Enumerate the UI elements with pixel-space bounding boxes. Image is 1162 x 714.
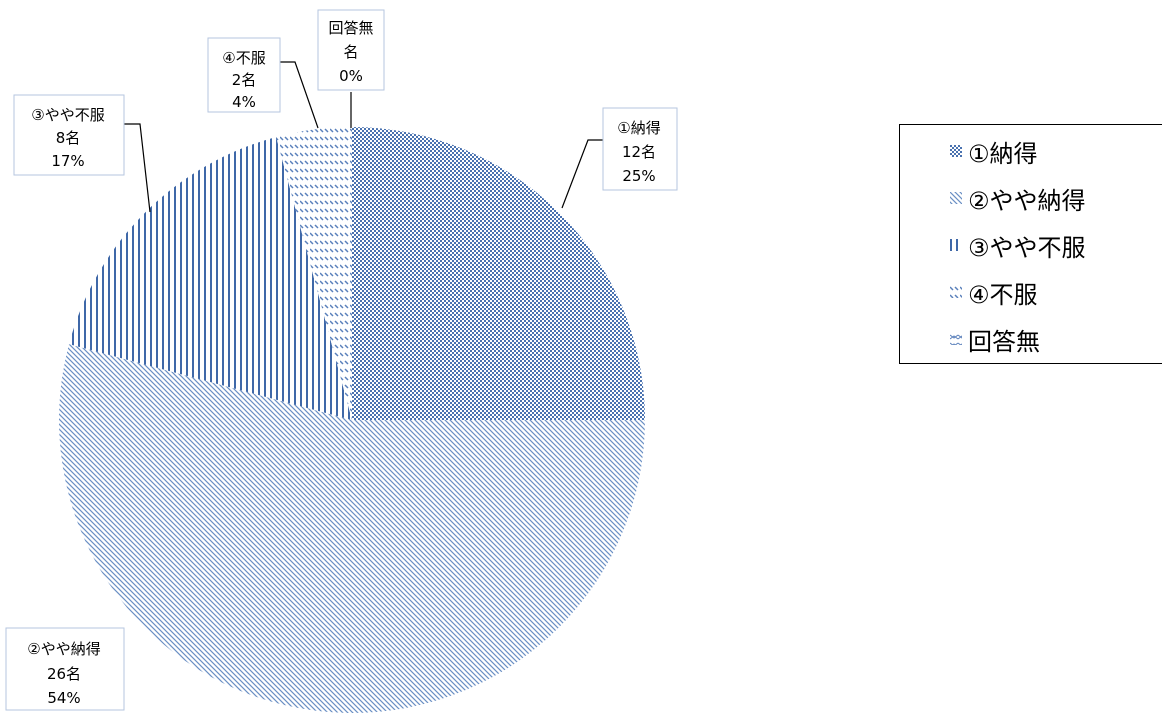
data-label-1-line-1: ①納得 <box>617 119 660 137</box>
data-label-3-line-3: 17% <box>51 152 84 170</box>
data-label-2-line-1: ②やや納得 <box>27 640 100 658</box>
data-label-4-line-2: 2名 <box>232 71 257 89</box>
legend-item-2: ②やや納得 <box>968 181 1086 215</box>
legend: ①納得 ②やや納得 ③やや不服 ④不服回答無 <box>899 124 1162 364</box>
data-label-4-line-3: 4% <box>232 93 256 111</box>
data-label-1-line-2: 12名 <box>622 143 656 161</box>
legend-item-5: 回答無 <box>968 322 1040 356</box>
data-label-3-line-1: ③やや不服 <box>31 106 104 124</box>
pie-slices <box>59 127 645 713</box>
legend-item-1: ①納得 <box>968 134 1038 168</box>
legend-item-3: ③やや不服 <box>968 228 1086 262</box>
legend-swatch-2 <box>950 192 962 204</box>
legend-item-4: ④不服 <box>968 275 1038 309</box>
data-label-2-line-2: 26名 <box>47 665 81 683</box>
data-label-5-line-2: 名 <box>343 43 358 61</box>
data-label-3-line-2: 8名 <box>56 129 81 147</box>
legend-swatch-3 <box>950 239 962 251</box>
data-label-4-line-1: ④不服 <box>222 49 265 67</box>
data-label-1-line-3: 25% <box>622 167 655 185</box>
legend-swatch-5 <box>950 333 962 345</box>
legend-swatch-1 <box>950 145 962 157</box>
data-label-2-line-3: 54% <box>47 689 80 707</box>
leader-line-1 <box>562 140 603 208</box>
leader-line-4 <box>280 62 318 128</box>
data-label-5-line-3: 0% <box>339 67 363 85</box>
pie-slice-1 <box>352 127 645 420</box>
legend-swatch-4 <box>950 286 962 298</box>
leader-line-3 <box>124 124 150 212</box>
data-label-5-line-1: 回答無 <box>328 19 373 37</box>
